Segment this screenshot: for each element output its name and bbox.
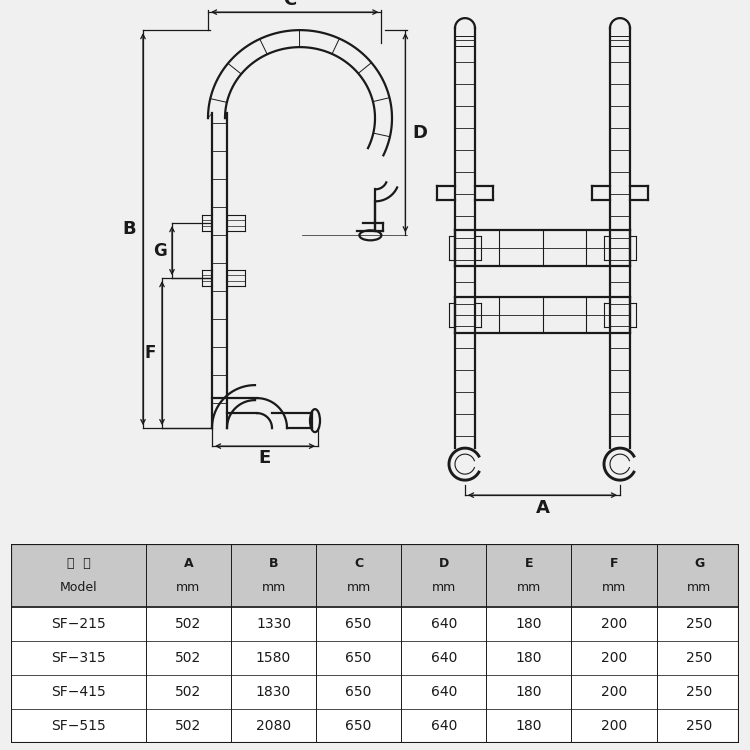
Text: SF−215: SF−215	[51, 617, 106, 632]
Text: mm: mm	[687, 581, 711, 594]
Text: 型  号: 型 号	[67, 557, 91, 570]
Text: 502: 502	[176, 718, 202, 733]
Text: 2080: 2080	[256, 718, 291, 733]
Text: G: G	[153, 242, 166, 260]
Text: 180: 180	[515, 651, 542, 665]
Text: 200: 200	[601, 617, 627, 632]
Text: 250: 250	[686, 685, 712, 699]
Text: Model: Model	[60, 581, 98, 594]
Text: SF−515: SF−515	[51, 718, 106, 733]
Text: 250: 250	[686, 617, 712, 632]
Text: 640: 640	[430, 685, 457, 699]
Text: mm: mm	[431, 581, 456, 594]
Text: 250: 250	[686, 651, 712, 665]
Text: 180: 180	[515, 617, 542, 632]
Text: 502: 502	[176, 685, 202, 699]
Text: 640: 640	[430, 617, 457, 632]
Text: 180: 180	[515, 718, 542, 733]
Text: B: B	[268, 557, 278, 570]
Text: 502: 502	[176, 651, 202, 665]
Text: B: B	[122, 220, 136, 238]
Text: 200: 200	[601, 651, 627, 665]
Text: mm: mm	[346, 581, 370, 594]
Text: C: C	[283, 0, 296, 9]
Text: E: E	[259, 449, 272, 467]
Text: 1830: 1830	[256, 685, 291, 699]
Text: 640: 640	[430, 718, 457, 733]
Text: D: D	[439, 557, 448, 570]
Text: 650: 650	[346, 718, 372, 733]
Text: 502: 502	[176, 617, 202, 632]
Text: D: D	[412, 124, 427, 142]
Text: 650: 650	[346, 685, 372, 699]
Text: 180: 180	[515, 685, 542, 699]
Text: 1580: 1580	[256, 651, 291, 665]
Text: C: C	[354, 557, 363, 570]
Text: SF−415: SF−415	[51, 685, 106, 699]
Text: SF−315: SF−315	[51, 651, 106, 665]
Text: F: F	[610, 557, 618, 570]
Text: mm: mm	[176, 581, 200, 594]
Text: E: E	[524, 557, 533, 570]
Bar	[11, 642, 739, 675]
Text: 640: 640	[430, 651, 457, 665]
Text: mm: mm	[262, 581, 286, 594]
Text: mm: mm	[517, 581, 541, 594]
Text: 650: 650	[346, 617, 372, 632]
Text: 650: 650	[346, 651, 372, 665]
Bar	[11, 608, 739, 641]
Text: 250: 250	[686, 718, 712, 733]
Text: A: A	[536, 500, 550, 517]
Bar	[11, 710, 739, 742]
Text: mm: mm	[602, 581, 626, 594]
Text: 200: 200	[601, 718, 627, 733]
Bar	[11, 676, 739, 709]
Text: G: G	[694, 557, 704, 570]
Text: 200: 200	[601, 685, 627, 699]
Text: A: A	[184, 557, 194, 570]
Text: F: F	[144, 344, 156, 362]
Text: 1330: 1330	[256, 617, 291, 632]
